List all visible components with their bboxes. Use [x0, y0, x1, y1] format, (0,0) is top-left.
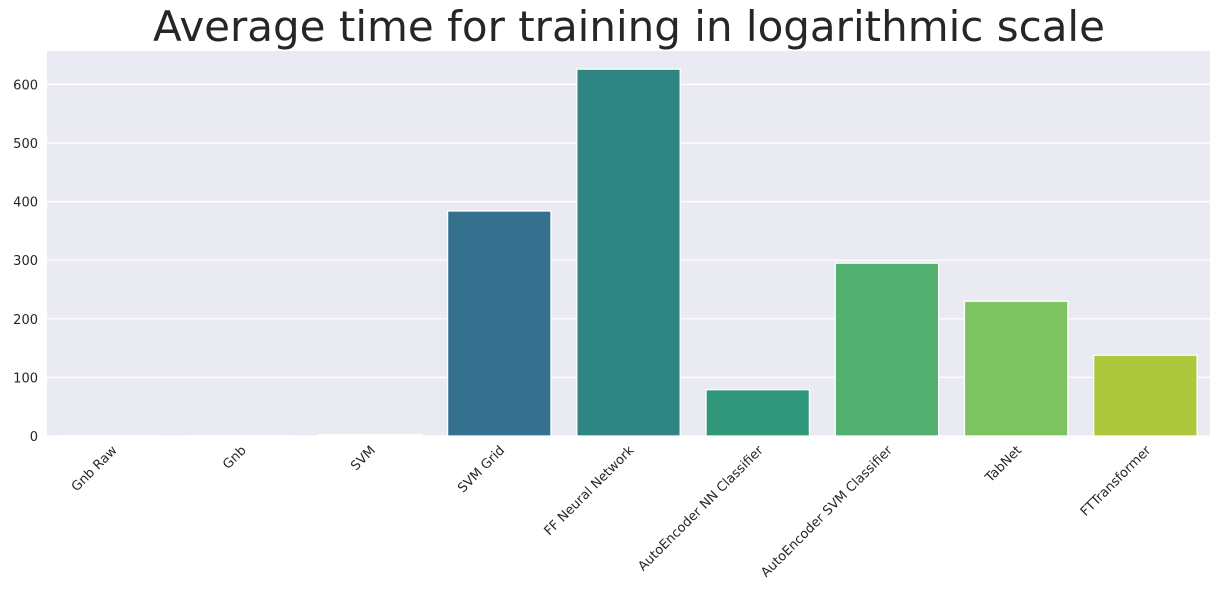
- bars: [59, 68, 1198, 437]
- x-tick-label: FTTransformer: [1078, 443, 1155, 520]
- bar-svm: [317, 434, 423, 437]
- x-tick-label: AutoEncoder SVM Classifier: [758, 443, 896, 581]
- y-tick-label: 400: [13, 196, 38, 211]
- y-tick-label: 0: [30, 430, 38, 445]
- y-tick-label: 300: [13, 254, 38, 269]
- x-tick-label: SVM: [348, 443, 379, 474]
- bar-tabnet: [963, 300, 1069, 437]
- x-axis-ticks: Gnb Raw Gnb SVM SVM Grid FF Neural NetworkAu…: [69, 443, 1155, 581]
- x-tick-label: TabNet: [982, 443, 1025, 486]
- x-tick-label: FF Neural Network: [542, 443, 638, 539]
- bar-fttransformer: [1093, 354, 1198, 437]
- bar-autoencoder-svm-classifier: [834, 262, 940, 437]
- y-tick-label: 600: [13, 78, 38, 93]
- chart-title: Average time for training in logarithmic…: [153, 2, 1105, 51]
- bar-svm-grid: [446, 210, 552, 437]
- y-tick-label: 500: [13, 137, 38, 152]
- y-axis-ticks: 0 100 200 300 400 500 600: [13, 78, 38, 445]
- bar-autoencoder-nn-classifier: [705, 389, 811, 437]
- bar-ff-neural-network: [576, 68, 681, 437]
- y-tick-label: 200: [13, 313, 38, 328]
- y-tick-label: 100: [13, 371, 38, 386]
- x-tick-label: AutoEncoder NN Classifier: [635, 443, 767, 575]
- x-tick-label: Gnb Raw: [69, 443, 121, 495]
- x-tick-label: SVM Grid: [455, 443, 508, 496]
- x-tick-label: Gnb: [220, 443, 249, 472]
